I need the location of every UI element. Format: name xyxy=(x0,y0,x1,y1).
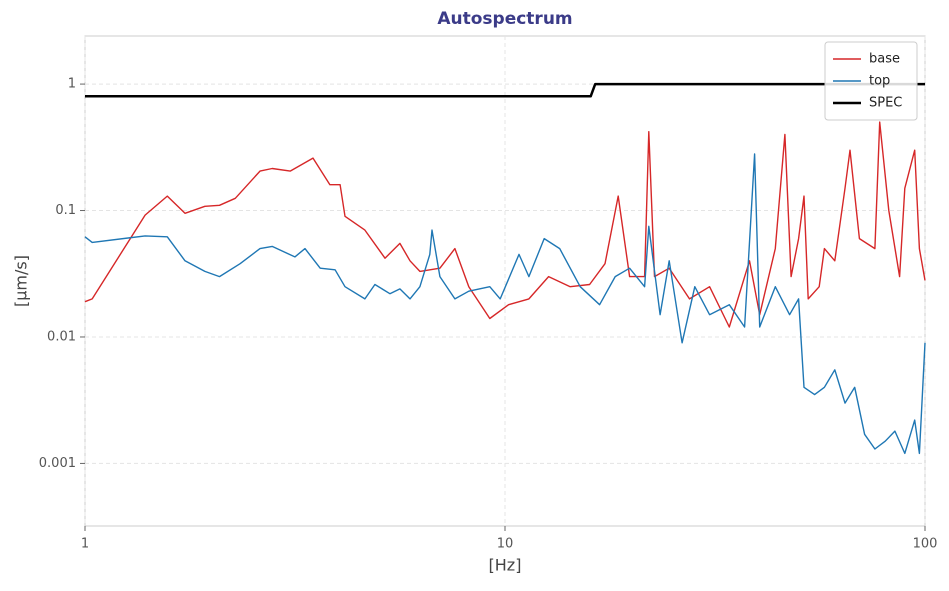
y-tick-label: 0.01 xyxy=(47,329,76,344)
legend-box xyxy=(824,41,918,121)
series-line xyxy=(84,153,926,455)
legend: base top SPEC xyxy=(824,41,918,121)
legend-label: SPEC xyxy=(869,96,902,111)
legend-label: base xyxy=(869,52,900,67)
chart-title: Autospectrum xyxy=(437,9,572,29)
x-tick-label: 10 xyxy=(497,537,514,552)
x-tick-label: 100 xyxy=(913,537,938,552)
y-axis-label: [µm/s] xyxy=(12,255,31,307)
x-axis-label: [Hz] xyxy=(489,556,522,575)
y-tick-label: 1 xyxy=(68,77,76,92)
y-tick-label: 0.1 xyxy=(55,203,76,218)
y-tick-label: 0.001 xyxy=(39,456,76,471)
x-tick-label: 1 xyxy=(81,537,89,552)
series-line xyxy=(84,121,926,328)
legend-label: top xyxy=(869,74,890,89)
series-line xyxy=(85,82,925,98)
